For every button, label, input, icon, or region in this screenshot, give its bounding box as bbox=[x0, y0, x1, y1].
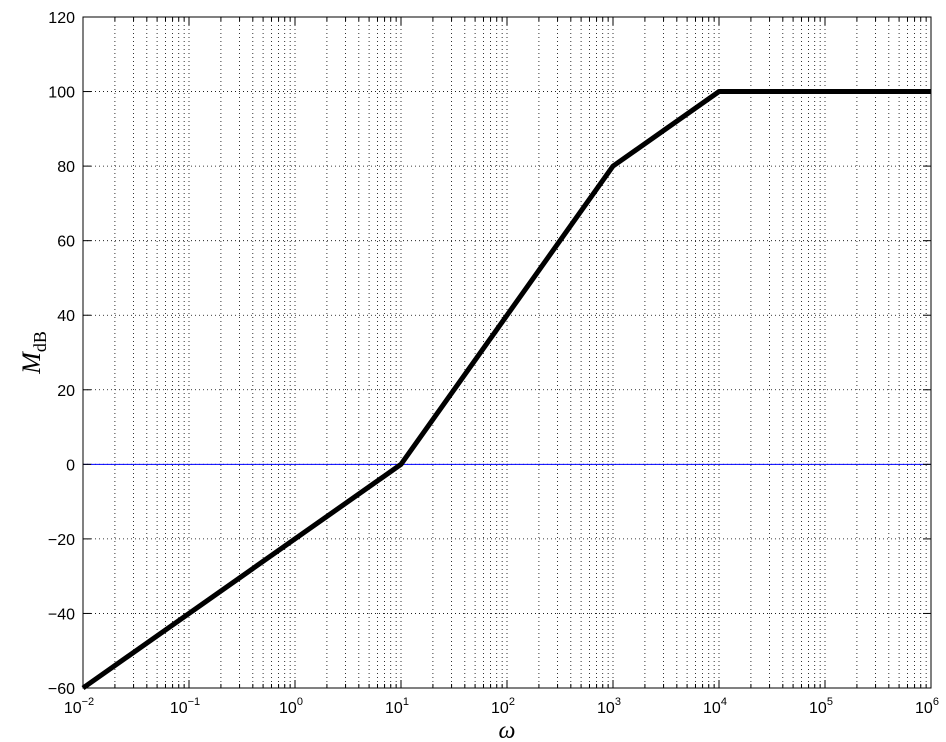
x-tick-labels: 10−2 10−1 100 101 102 103 104 105 106 bbox=[64, 696, 939, 717]
y-tick-label: 20 bbox=[57, 383, 75, 400]
y-tick-label: 0 bbox=[66, 457, 75, 474]
x-tick-label: 101 bbox=[385, 696, 409, 717]
y-tick-label: −60 bbox=[48, 681, 75, 698]
grid-lines bbox=[83, 17, 931, 688]
y-tick-label: 60 bbox=[57, 234, 75, 251]
y-axis-label: MdB bbox=[17, 331, 50, 375]
tick-marks bbox=[82, 16, 931, 689]
x-tick-label: 10−1 bbox=[170, 696, 200, 717]
magnitude-asymptote-line bbox=[81, 89, 931, 691]
plot-series bbox=[81, 89, 931, 691]
y-tick-labels: 120 100 80 60 40 20 0 −20 −40 −60 bbox=[48, 10, 75, 698]
y-tick-label: 120 bbox=[48, 10, 75, 27]
y-tick-label: 80 bbox=[57, 159, 75, 176]
x-axis-label: ω bbox=[499, 718, 516, 742]
x-tick-label: 10−2 bbox=[64, 696, 94, 717]
x-tick-label: 102 bbox=[491, 696, 515, 717]
x-tick-label: 105 bbox=[809, 696, 833, 717]
x-tick-label: 100 bbox=[279, 696, 303, 717]
x-tick-label: 104 bbox=[703, 696, 727, 717]
y-tick-label: 100 bbox=[48, 85, 75, 102]
x-tick-label: 106 bbox=[915, 696, 939, 717]
y-tick-label: −20 bbox=[48, 532, 75, 549]
x-tick-label: 103 bbox=[597, 696, 621, 717]
y-tick-label: −40 bbox=[48, 606, 75, 623]
y-tick-label: 40 bbox=[57, 308, 75, 325]
